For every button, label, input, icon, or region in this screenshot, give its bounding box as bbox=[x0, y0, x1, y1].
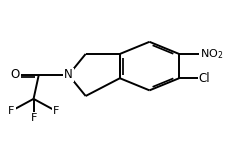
Text: Cl: Cl bbox=[199, 72, 210, 85]
Text: NO$_2$: NO$_2$ bbox=[200, 47, 223, 61]
Text: F: F bbox=[30, 113, 37, 123]
Text: F: F bbox=[8, 106, 15, 116]
Text: O: O bbox=[11, 68, 20, 81]
Text: F: F bbox=[52, 106, 59, 116]
Text: N: N bbox=[64, 68, 73, 81]
